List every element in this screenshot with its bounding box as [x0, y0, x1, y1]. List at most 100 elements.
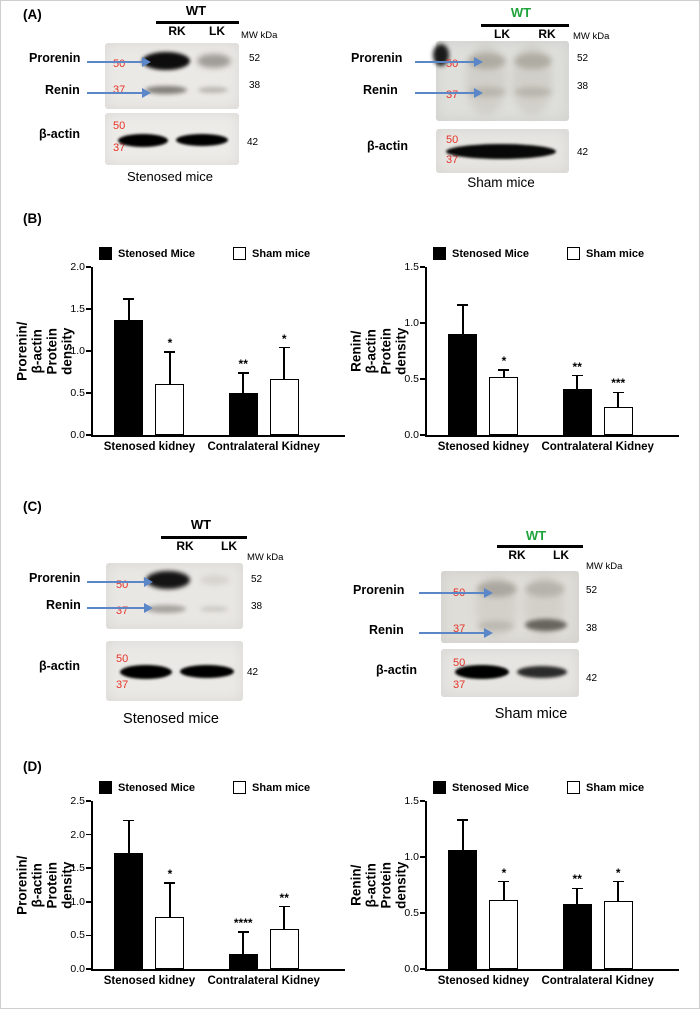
y-tick-label: 2.5: [70, 795, 85, 807]
actin-blot-membrane: 50 37: [441, 649, 579, 697]
error-bar-line: [462, 820, 464, 851]
y-tick-mark: [86, 800, 91, 802]
y-tick-mark: [420, 800, 425, 802]
y-tick-mark: [420, 322, 425, 324]
renin-label: Renin: [369, 623, 404, 637]
y-tick-label: 0.5: [70, 929, 85, 942]
panel-label-b: (B): [23, 211, 42, 226]
mw-right-38: 38: [586, 623, 598, 634]
blot-caption: Sham mice: [494, 706, 568, 722]
y-tick-mark: [420, 266, 425, 268]
mw-right-52: 52: [586, 585, 598, 596]
y-axis-line: [425, 801, 427, 969]
bar: [489, 899, 519, 969]
chart-legend: Stenosed Mice Sham mice: [433, 247, 644, 260]
actin-band: [446, 144, 556, 159]
actin-band-lane1: [455, 665, 509, 679]
y-tick-label: 1.5: [404, 795, 419, 807]
actin-mw-marker-50: 50: [116, 653, 129, 665]
legend-swatch: [99, 781, 112, 794]
x-category-label: Contralateral Kidney: [541, 441, 654, 453]
y-tick-mark: [420, 912, 425, 914]
beta-actin-label: β-actin: [39, 127, 80, 141]
bar: [155, 383, 185, 435]
beta-actin-label: β-actin: [376, 663, 417, 677]
legend-item: Stenosed Mice: [99, 247, 195, 260]
bar: [114, 852, 144, 969]
bar: [603, 900, 633, 969]
legend-swatch: [233, 247, 247, 260]
y-tick-mark: [86, 968, 91, 970]
prorenin-label: Prorenin: [29, 51, 81, 65]
blot-caption: Stenosed mice: [123, 711, 219, 727]
mw-right-42: 42: [247, 667, 259, 678]
y-tick-label: 0.0: [404, 963, 419, 975]
bar: [603, 407, 633, 435]
actin-mw-marker-37: 37: [113, 142, 126, 154]
y-tick-label: 0.5: [404, 907, 419, 919]
y-tick-label: 1.5: [404, 261, 419, 273]
renin-arrow-icon: [87, 603, 153, 613]
legend-swatch: [433, 247, 446, 260]
bar: [228, 954, 258, 969]
y-tick-mark: [86, 934, 91, 937]
prorenin-band-lane2: [197, 54, 231, 68]
bar: [269, 928, 299, 969]
mw-marker-50: 50: [113, 58, 126, 70]
y-tick-label: 0.0: [404, 429, 419, 441]
renin-band-lane2: [200, 606, 228, 612]
y-tick-label: 1.5: [70, 303, 85, 315]
blot-group-a-stenosed: WT RK LK MW kDa 50 37 Prorenin Renin 52 …: [29, 3, 339, 198]
western-blot-membrane: 50 37: [433, 41, 569, 121]
y-tick-mark: [86, 308, 91, 310]
mw-kda-header: MW kDa: [573, 31, 610, 42]
western-blot-membrane: 50 37: [105, 43, 239, 109]
y-tick-mark: [86, 350, 91, 352]
renin-band-lane1: [477, 621, 515, 631]
actin-blot-membrane: 50 37: [106, 641, 243, 701]
beta-actin-label: β-actin: [39, 659, 80, 673]
chart-legend: Stenosed Mice Sham mice: [99, 247, 310, 260]
legend-label: Sham mice: [586, 247, 645, 260]
legend-item: Sham mice: [233, 247, 310, 260]
actin-blot-membrane: 50 37: [105, 113, 239, 165]
actin-mw-marker-50: 50: [446, 134, 459, 146]
lane-label-2: LK: [553, 548, 569, 562]
error-bar-cap: [457, 304, 469, 306]
prorenin-band-lane2: [200, 575, 230, 585]
legend-label: Sham mice: [586, 781, 645, 794]
bar: [448, 334, 478, 435]
renin-arrow-icon: [419, 628, 493, 638]
y-tick-label: 1.5: [70, 862, 85, 875]
y-tick-mark: [420, 434, 425, 436]
x-axis-line: [91, 435, 345, 437]
lane-label-2: LK: [221, 539, 237, 553]
legend-label: Stenosed Mice: [118, 781, 196, 794]
significance-stars: *: [281, 331, 287, 346]
legend-item: Stenosed Mice: [99, 781, 195, 794]
error-bar-cap: [571, 887, 583, 890]
western-blot-membrane: 50 37: [441, 571, 579, 643]
blot-group-a-sham: WT LK RK MW kDa 50 37 Prorenin Renin 52 …: [349, 3, 659, 203]
y-tick-label: 1.0: [70, 895, 85, 908]
mw-right-52: 52: [249, 53, 261, 64]
prorenin-band-lane1: [142, 52, 190, 70]
chart-legend: Stenosed Mice Sham mice: [433, 781, 644, 794]
prorenin-band-lane2: [525, 581, 565, 597]
lane-label-1: RK: [168, 24, 186, 38]
genotype-underline: [161, 536, 247, 539]
legend-label: Stenosed Mice: [452, 781, 530, 794]
beta-actin-label: β-actin: [367, 139, 408, 153]
y-tick-mark: [86, 833, 91, 836]
genotype-underline: [156, 21, 239, 24]
mw-kda-header: MW kDa: [247, 552, 284, 563]
significance-stars: *: [167, 335, 173, 350]
prorenin-arrow-icon: [419, 588, 493, 598]
error-bar-cap: [498, 880, 510, 883]
y-axis-label: Prorenin/β-actin Protein density: [15, 801, 75, 969]
bar: [228, 393, 258, 435]
bar: [562, 389, 592, 435]
mw-right-38: 38: [251, 601, 263, 612]
blot-group-c-sham: WT RK LK MW kDa 50 37 Prorenin Renin 52 …: [353, 515, 663, 729]
significance-stars: *: [501, 354, 507, 369]
